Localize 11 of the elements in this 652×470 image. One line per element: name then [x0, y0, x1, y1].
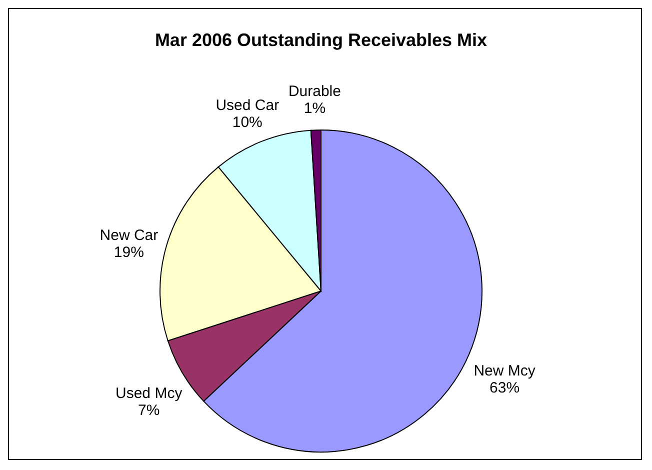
- slice-label: New Mcy: [474, 362, 536, 380]
- slice-label: Used Car: [216, 97, 280, 114]
- data-label: 19%: [114, 244, 144, 262]
- slice-label: Durable: [288, 83, 341, 100]
- data-label: 10%: [232, 114, 262, 132]
- slice-label: Used Mcy: [116, 384, 183, 402]
- data-label: 7%: [138, 402, 160, 419]
- data-label: 63%: [490, 379, 520, 396]
- chart-title: Mar 2006 Outstanding Receivables Mix: [154, 30, 488, 50]
- slice-label: New Car: [100, 227, 158, 244]
- data-label: 1%: [304, 100, 326, 118]
